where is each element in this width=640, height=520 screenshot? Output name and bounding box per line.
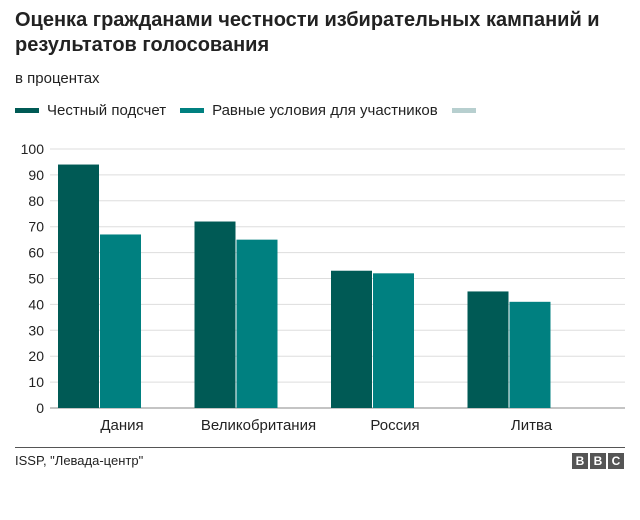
- bar-equal-conditions-1: [236, 239, 278, 408]
- legend-item-fair-count: Честный подсчет: [15, 102, 166, 119]
- x-tick-label: Великобритания: [201, 417, 316, 434]
- y-tick-label: 40: [28, 296, 44, 312]
- footer-divider: [15, 447, 625, 448]
- x-tick-label: Литва: [511, 417, 553, 434]
- legend-swatch-equal-conditions: [180, 108, 205, 113]
- y-tick-label: 50: [28, 271, 44, 287]
- legend-label-equal-conditions: Равные условия для участников: [212, 102, 438, 119]
- legend: Честный подсчет Равные условия для участ…: [15, 102, 498, 119]
- bbc-logo: B B C: [572, 453, 624, 469]
- bar-fair-count-0: [58, 164, 99, 408]
- chart-subtitle: в процентах: [15, 70, 100, 87]
- y-tick-label: 20: [28, 348, 44, 364]
- bar-fair-count-2: [331, 270, 372, 408]
- legend-item-equal-conditions: Равные условия для участников: [180, 102, 438, 119]
- y-tick-label: 10: [28, 374, 44, 390]
- bar-fair-count-3: [467, 291, 509, 408]
- chart-title: Оценка гражданами честности избирательны…: [15, 9, 600, 56]
- x-tick-label: Дания: [100, 417, 143, 434]
- bbc-logo-letter: B: [590, 453, 606, 469]
- y-tick-label: 80: [28, 193, 44, 209]
- y-tick-label: 30: [28, 322, 44, 338]
- bar-fair-count-1: [194, 221, 236, 408]
- x-tick-label: Россия: [370, 417, 419, 434]
- bar-equal-conditions-2: [373, 273, 414, 408]
- legend-label-fair-count: Честный подсчет: [47, 102, 167, 119]
- y-tick-label: 60: [28, 245, 44, 261]
- source-note: ISSP, "Левада-центр": [15, 453, 144, 468]
- y-tick-label: 70: [28, 219, 44, 235]
- legend-swatch-third: [451, 108, 476, 113]
- y-tick-label: 0: [36, 400, 44, 416]
- y-tick-label: 100: [21, 141, 45, 157]
- legend-swatch-fair-count: [15, 108, 39, 113]
- bar-equal-conditions-0: [100, 234, 141, 408]
- y-tick-label: 90: [28, 167, 44, 183]
- legend-item-third: [451, 108, 484, 113]
- bar-equal-conditions-3: [509, 301, 551, 408]
- bbc-logo-letter: B: [572, 453, 588, 469]
- bbc-logo-letter: C: [608, 453, 624, 469]
